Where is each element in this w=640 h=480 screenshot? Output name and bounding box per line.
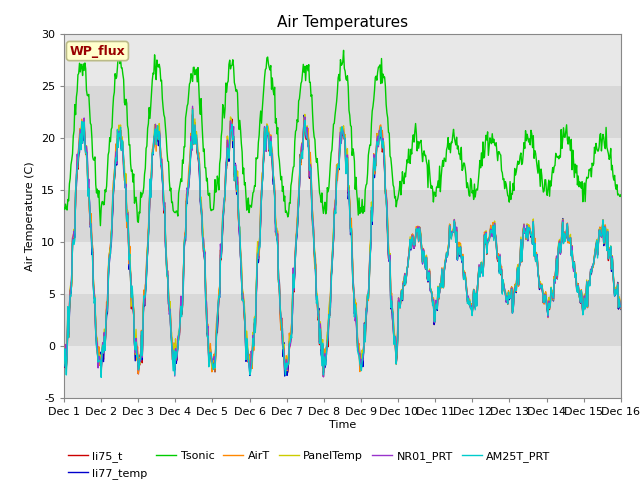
li77_temp [300, 112, 308, 118]
li75_t [60, 364, 68, 370]
AM25T_PRT [185, 179, 193, 185]
Tsonic [412, 120, 419, 126]
Bar [64, 242, 621, 294]
AirT [127, 296, 135, 302]
AirT [60, 360, 68, 366]
Tsonic [60, 205, 68, 211]
li77_temp [617, 307, 625, 312]
AM25T_PRT [97, 374, 105, 380]
AirT [134, 371, 142, 376]
NR01_PRT [189, 103, 196, 109]
NR01_PRT [70, 228, 78, 234]
li77_temp [281, 373, 289, 379]
AM25T_PRT [189, 107, 196, 112]
Line: NR01_PRT: NR01_PRT [64, 106, 621, 377]
PanelTemp [428, 289, 436, 295]
Line: PanelTemp: PanelTemp [64, 108, 621, 371]
AM25T_PRT [70, 241, 78, 247]
Tsonic [115, 47, 123, 52]
PanelTemp [60, 354, 68, 360]
NR01_PRT [184, 189, 192, 194]
li75_t [184, 189, 192, 194]
Tsonic [215, 187, 223, 193]
AirT [617, 305, 625, 311]
li75_t [412, 234, 419, 240]
PanelTemp [412, 233, 419, 239]
AirT [215, 287, 223, 293]
li77_temp [127, 296, 135, 301]
Bar [64, 34, 621, 86]
NR01_PRT [617, 305, 625, 311]
Y-axis label: Air Temperature (C): Air Temperature (C) [26, 161, 35, 271]
li75_t [127, 306, 135, 312]
li75_t [214, 310, 222, 315]
li77_temp [214, 325, 221, 331]
li75_t [319, 373, 327, 379]
AirT [185, 168, 193, 174]
AM25T_PRT [617, 304, 625, 310]
AM25T_PRT [215, 293, 223, 299]
X-axis label: Time: Time [329, 420, 356, 430]
Tsonic [186, 81, 193, 87]
AM25T_PRT [428, 290, 436, 296]
Bar [64, 190, 621, 242]
PanelTemp [319, 368, 327, 374]
PanelTemp [214, 302, 222, 308]
AirT [189, 110, 196, 116]
NR01_PRT [319, 374, 327, 380]
Tsonic [617, 192, 625, 198]
li77_temp [70, 235, 78, 240]
PanelTemp [184, 188, 192, 193]
Tsonic [428, 183, 436, 189]
NR01_PRT [60, 355, 68, 361]
PanelTemp [70, 227, 78, 232]
Line: li75_t: li75_t [64, 114, 621, 376]
Tsonic [129, 179, 137, 185]
NR01_PRT [428, 291, 436, 297]
Bar [64, 294, 621, 346]
li77_temp [412, 234, 419, 240]
li77_temp [184, 184, 192, 190]
Line: AirT: AirT [64, 113, 621, 373]
NR01_PRT [214, 302, 222, 308]
Title: Air Temperatures: Air Temperatures [277, 15, 408, 30]
Line: AM25T_PRT: AM25T_PRT [64, 109, 621, 377]
li77_temp [60, 364, 68, 370]
AirT [428, 289, 436, 295]
NR01_PRT [412, 233, 419, 239]
Text: WP_flux: WP_flux [70, 45, 125, 58]
li75_t [189, 111, 196, 117]
Tsonic [70, 128, 78, 133]
Legend: li75_t, li77_temp, Tsonic, AirT, PanelTemp, NR01_PRT, AM25T_PRT: li75_t, li77_temp, Tsonic, AirT, PanelTe… [68, 451, 550, 479]
AM25T_PRT [128, 283, 136, 289]
AirT [70, 229, 78, 235]
li75_t [70, 234, 78, 240]
AM25T_PRT [60, 363, 68, 369]
Bar [64, 86, 621, 138]
Tsonic [97, 223, 104, 228]
Bar [64, 138, 621, 190]
NR01_PRT [127, 294, 135, 300]
PanelTemp [189, 105, 196, 111]
Line: li77_temp: li77_temp [64, 115, 621, 376]
AM25T_PRT [412, 234, 419, 240]
Line: Tsonic: Tsonic [64, 49, 621, 226]
li75_t [428, 293, 436, 299]
li77_temp [428, 290, 436, 296]
li75_t [617, 305, 625, 311]
PanelTemp [127, 303, 135, 309]
Bar [64, 346, 621, 398]
AirT [412, 232, 419, 238]
PanelTemp [617, 306, 625, 312]
